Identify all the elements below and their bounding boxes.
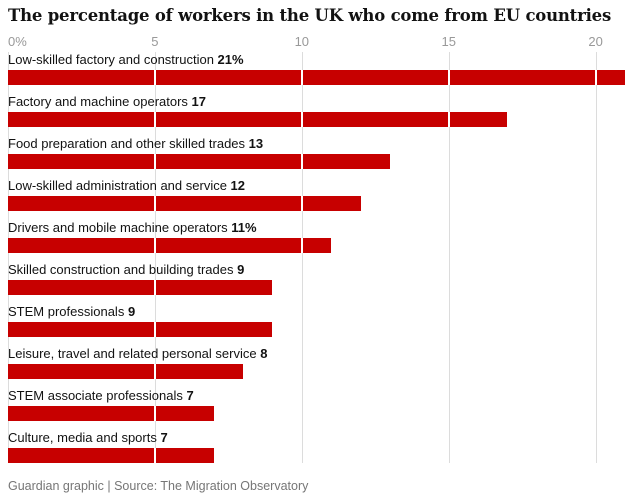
bar xyxy=(8,405,214,421)
value-label: 17 xyxy=(191,93,207,109)
bar-row: Food preparation and other skilled trade… xyxy=(8,136,625,169)
bar-gridline-tick xyxy=(153,447,156,463)
bar-gridline-tick xyxy=(153,321,156,337)
bar-gridline-tick xyxy=(300,111,303,127)
bar-row: STEM associate professionals 7 xyxy=(8,388,625,421)
bar xyxy=(8,195,361,211)
bar xyxy=(8,69,625,85)
value-label: 21% xyxy=(217,51,244,67)
value-label: 13 xyxy=(248,135,264,151)
bar-row: Skilled construction and building trades… xyxy=(8,262,625,295)
category-label: Low-skilled administration and service 1… xyxy=(8,177,246,193)
bar xyxy=(8,321,273,337)
value-label: 11% xyxy=(231,219,257,235)
value-label: 8 xyxy=(260,345,268,361)
x-axis: 0% 5 10 15 20 xyxy=(8,34,625,49)
bar xyxy=(8,237,332,253)
x-tick-label: 15 xyxy=(441,33,456,49)
source-credit: Guardian graphic | Source: The Migration… xyxy=(8,478,309,493)
category-label: Skilled construction and building trades… xyxy=(8,261,245,277)
bar xyxy=(8,447,214,463)
x-tick-label: 20 xyxy=(588,33,603,49)
bar-gridline-tick xyxy=(447,111,450,127)
bar-gridline-tick xyxy=(153,405,156,421)
bar-gridline-tick xyxy=(153,237,156,253)
value-label: 9 xyxy=(237,261,245,277)
bar-gridline-tick xyxy=(594,69,597,85)
bar-row: Culture, media and sports 7 xyxy=(8,430,625,463)
value-label: 9 xyxy=(127,303,136,319)
category-label: Drivers and mobile machine operators 11% xyxy=(8,219,257,235)
category-label: STEM professionals 9 xyxy=(8,303,136,319)
bar-gridline-tick xyxy=(153,195,156,211)
bar-row: Leisure, travel and related personal ser… xyxy=(8,346,625,379)
x-tick-label: 10 xyxy=(294,33,310,49)
bar-gridline-tick xyxy=(153,279,156,295)
category-label: Food preparation and other skilled trade… xyxy=(8,135,264,151)
value-label: 7 xyxy=(160,429,168,445)
bar-row: STEM professionals 9 xyxy=(8,304,625,337)
category-label: Low-skilled factory and construction 21% xyxy=(8,51,244,67)
bar-gridline-tick xyxy=(300,69,303,85)
bar-gridline-tick xyxy=(300,195,303,211)
value-label: 12 xyxy=(230,177,246,193)
bar xyxy=(8,153,390,169)
bar-gridline-tick xyxy=(153,111,156,127)
bar-rows: Low-skilled factory and construction 21%… xyxy=(8,52,625,463)
bar-gridline-tick xyxy=(447,69,450,85)
bar-gridline-tick xyxy=(153,69,156,85)
bar-gridline-tick xyxy=(153,153,156,169)
plot-area: Low-skilled factory and construction 21%… xyxy=(8,51,625,472)
category-label: Factory and machine operators 17 xyxy=(8,93,207,109)
bar-gridline-tick xyxy=(300,153,303,169)
x-tick-label: 5 xyxy=(151,33,159,49)
bar xyxy=(8,111,508,127)
bar xyxy=(8,279,273,295)
bar-row: Factory and machine operators 17 xyxy=(8,94,625,127)
category-label: STEM associate professionals 7 xyxy=(8,387,194,403)
value-label: 7 xyxy=(186,387,194,403)
bar-gridline-tick xyxy=(300,237,303,253)
bar-gridline-tick xyxy=(153,363,156,379)
category-label: Leisure, travel and related personal ser… xyxy=(8,345,268,361)
bar xyxy=(8,363,244,379)
x-tick-label: 0% xyxy=(8,33,27,49)
bar-row: Drivers and mobile machine operators 11% xyxy=(8,220,625,253)
category-label: Culture, media and sports 7 xyxy=(8,429,168,445)
bar-row: Low-skilled administration and service 1… xyxy=(8,178,625,211)
chart-title: The percentage of workers in the UK who … xyxy=(8,6,612,25)
bar-row: Low-skilled factory and construction 21% xyxy=(8,52,625,85)
